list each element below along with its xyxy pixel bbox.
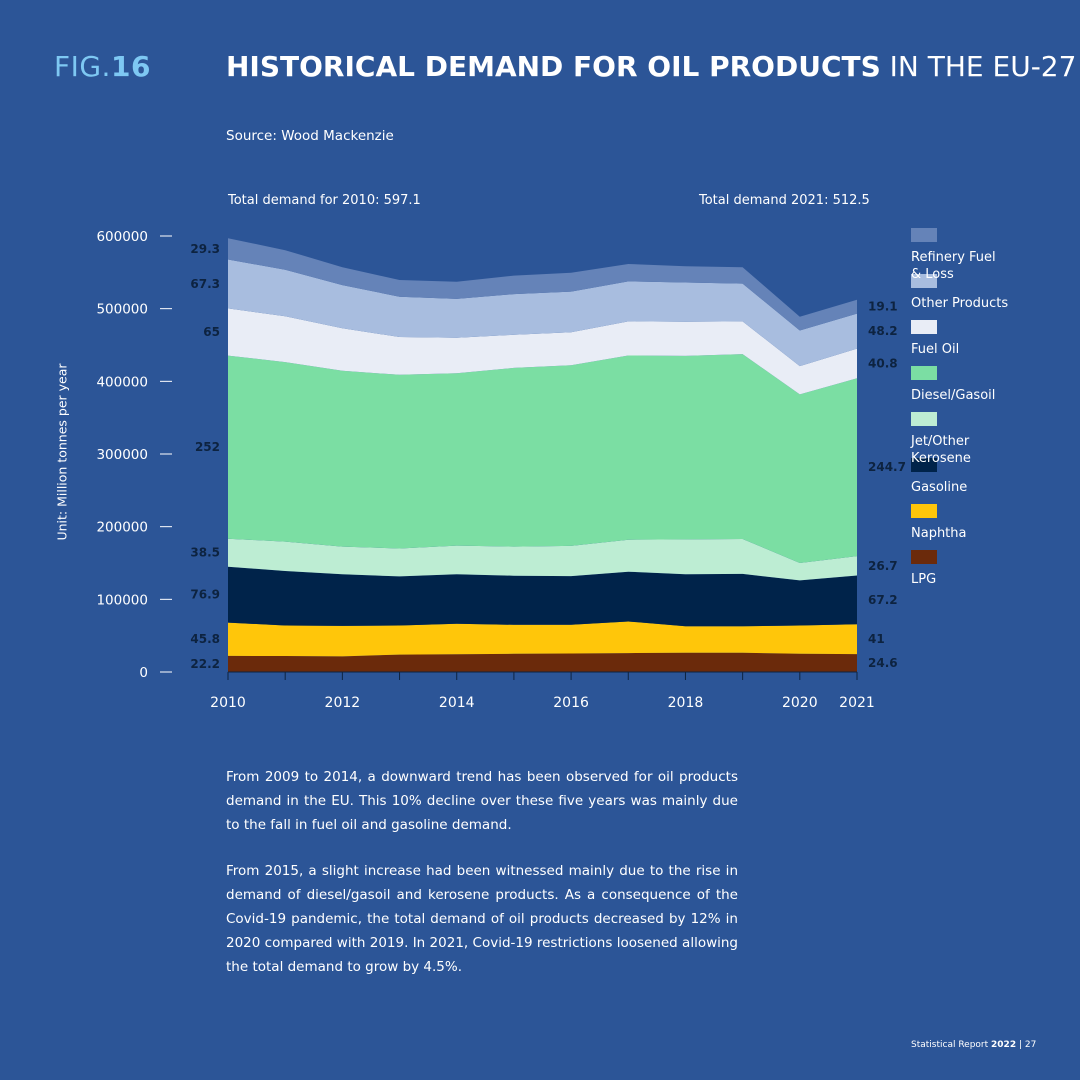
legend-label: Refinery Fuel & Loss (911, 250, 996, 282)
area-gasoline (228, 566, 857, 627)
figure-prefix: FIG. (54, 50, 111, 83)
data-label-2010-jet-other-kerosene: 38.5 (190, 546, 220, 560)
legend-item: Other Products (911, 274, 1071, 320)
area-diesel-gasoil (228, 354, 857, 563)
legend-swatch (911, 366, 937, 380)
data-label-2010-fuel-oil: 65 (203, 325, 220, 339)
x-axis: 2010 2012 2014 2016 2018 2020 2021 (210, 671, 875, 711)
y-tick-label: 600000 (96, 229, 148, 245)
data-label-2021-lpg: 24.6 (868, 656, 898, 670)
area-fuel-oil (228, 308, 857, 395)
data-label-2021-naphtha: 41 (868, 632, 885, 646)
legend-item: Jet/Other Kerosene (911, 412, 1071, 466)
source-note: Source: Wood Mackenzie (226, 128, 394, 144)
y-tick-label: 200000 (96, 520, 148, 536)
footer: Statistical Report 2022 | 27 (911, 1040, 1036, 1050)
legend-swatch (911, 550, 937, 564)
data-label-2021-diesel-gasoil: 244.7 (868, 460, 906, 474)
legend-swatch (911, 274, 937, 288)
x-tick-label: 2010 (210, 695, 246, 711)
y-tick-label: 300000 (96, 447, 148, 463)
body-paragraph-2: From 2015, a slight increase had been wi… (226, 863, 738, 975)
y-tick-label: 400000 (96, 374, 148, 390)
body-paragraph-1: From 2009 to 2014, a downward trend has … (226, 769, 738, 833)
data-label-2010-other-products: 67.3 (190, 277, 220, 291)
data-label-2021-refinery-fuel-loss: 19.1 (868, 300, 898, 314)
footer-page: | 27 (1016, 1040, 1037, 1050)
legend: Refinery Fuel & Loss Other Products Fuel O… (911, 228, 1071, 596)
title-light: IN THE EU-27 (880, 50, 1077, 83)
x-tick-label: 2021 (839, 695, 875, 711)
x-tick-label: 2020 (782, 695, 818, 711)
data-label-2010-gasoline: 76.9 (190, 588, 220, 602)
legend-swatch (911, 504, 937, 518)
title-strong: HISTORICAL DEMAND FOR OIL PRODUCTS (226, 50, 881, 83)
legend-label: Jet/Other Kerosene (911, 434, 971, 466)
x-tick-label: 2012 (325, 695, 361, 711)
data-label-2021-other-products: 48.2 (868, 324, 898, 338)
area-lpg (228, 652, 857, 672)
figure-number-value: 16 (110, 50, 151, 83)
legend-label: Other Products (911, 296, 1009, 311)
area-other-products (228, 259, 857, 367)
area-naphtha (228, 621, 857, 657)
footer-year: 2022 (991, 1040, 1017, 1050)
figure-number: FIG.16 (54, 50, 151, 83)
body-text: From 2009 to 2014, a downward trend has … (226, 765, 738, 1001)
legend-item: Gasoline (911, 458, 1071, 504)
legend-item: Fuel Oil (911, 320, 1071, 366)
legend-label: Fuel Oil (911, 342, 960, 357)
data-label-2010-refinery-fuel-loss: 29.3 (190, 242, 220, 256)
area-refinery-fuel-loss (228, 238, 857, 331)
legend-item: Diesel/Gasoil (911, 366, 1071, 412)
data-label-2021-fuel-oil: 40.8 (868, 356, 898, 370)
legend-item: Naphtha (911, 504, 1071, 550)
legend-swatch (911, 228, 937, 242)
y-axis: 0 100000 200000 300000 400000 500000 600000 (96, 229, 172, 681)
area-series-group (228, 238, 857, 672)
legend-swatch (911, 320, 937, 334)
legend-item: Refinery Fuel & Loss (911, 228, 1071, 282)
y-tick-label: 0 (139, 665, 148, 681)
x-tick-label: 2016 (553, 695, 589, 711)
legend-label: Naphtha (911, 526, 967, 541)
legend-swatch (911, 412, 937, 426)
data-labels: 22.2 24.6 45.8 41 76.9 67.2 38.5 26.7 252 244.7 65… (190, 242, 906, 671)
legend-label: LPG (911, 572, 937, 587)
total-demand-2021: Total demand 2021: 512.5 (699, 193, 870, 208)
total-demand-2010: Total demand for 2010: 597.1 (228, 193, 421, 208)
y-axis-title: Unit: Million tonnes per year (54, 363, 70, 541)
page-title: HISTORICAL DEMAND FOR OIL PRODUCTS IN TH… (226, 50, 1076, 83)
data-label-2010-diesel-gasoil: 252 (195, 440, 220, 454)
legend-swatch (911, 458, 937, 472)
legend-item: LPG (911, 550, 1071, 596)
area-jet-other-kerosene (228, 538, 857, 581)
data-label-2021-jet-other-kerosene: 26.7 (868, 559, 898, 573)
y-tick-label: 100000 (96, 592, 148, 608)
x-tick-label: 2018 (668, 695, 704, 711)
data-label-2010-naphtha: 45.8 (190, 632, 220, 646)
x-tick-label: 2014 (439, 695, 475, 711)
legend-label: Gasoline (911, 480, 968, 495)
footer-text: Statistical Report (911, 1040, 992, 1050)
data-label-2021-gasoline: 67.2 (868, 593, 898, 607)
y-tick-label: 500000 (96, 302, 148, 318)
data-label-2010-lpg: 22.2 (190, 657, 220, 671)
legend-label: Diesel/Gasoil (911, 388, 996, 403)
